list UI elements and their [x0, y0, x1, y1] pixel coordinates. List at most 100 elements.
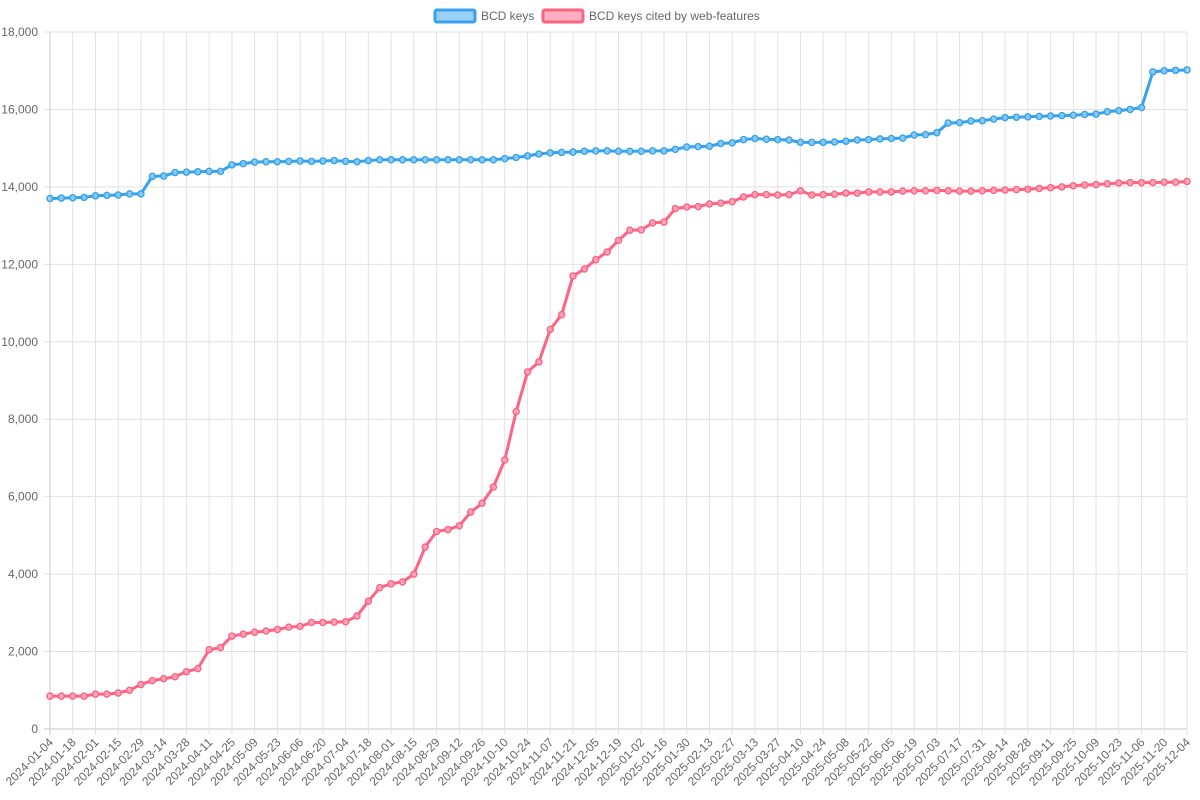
data-point[interactable] [194, 168, 202, 176]
data-point[interactable] [944, 187, 952, 195]
data-point[interactable] [762, 135, 771, 144]
data-point[interactable] [262, 627, 270, 635]
data-point[interactable] [1183, 66, 1191, 74]
data-point[interactable] [478, 156, 486, 164]
data-point[interactable] [671, 204, 680, 213]
data-point[interactable] [341, 157, 350, 166]
data-point[interactable] [1126, 178, 1134, 187]
data-point[interactable] [887, 134, 896, 143]
data-point[interactable] [523, 152, 532, 160]
data-point[interactable] [1035, 112, 1043, 121]
data-point[interactable] [307, 157, 316, 166]
data-point[interactable] [694, 142, 702, 151]
legend-item-bcd-keys[interactable]: BCD keys [433, 8, 534, 24]
data-point[interactable] [421, 543, 429, 551]
data-point[interactable] [1115, 179, 1123, 187]
data-point[interactable] [989, 186, 998, 195]
data-point[interactable] [273, 625, 282, 634]
data-point[interactable] [603, 147, 611, 155]
data-point[interactable] [91, 192, 100, 200]
data-point[interactable] [421, 156, 429, 164]
data-point[interactable] [694, 202, 702, 211]
data-point[interactable] [1001, 113, 1009, 122]
data-point[interactable] [569, 148, 577, 156]
data-point[interactable] [773, 191, 782, 199]
data-point[interactable] [796, 138, 805, 147]
data-point[interactable] [751, 190, 759, 199]
data-point[interactable] [364, 597, 373, 605]
data-point[interactable] [250, 628, 259, 636]
data-point[interactable] [341, 617, 350, 626]
data-point[interactable] [660, 218, 668, 226]
data-point[interactable] [1103, 180, 1112, 188]
data-point[interactable] [557, 148, 566, 157]
data-point[interactable] [216, 167, 225, 176]
data-point[interactable] [432, 527, 441, 536]
data-point[interactable] [728, 197, 736, 206]
data-point[interactable] [489, 483, 498, 491]
data-point[interactable] [557, 310, 566, 319]
data-point[interactable] [592, 255, 600, 264]
data-point[interactable] [876, 188, 884, 196]
data-point[interactable] [899, 187, 907, 195]
data-point[interactable] [125, 686, 134, 695]
data-point[interactable] [830, 190, 839, 198]
data-point[interactable] [46, 692, 54, 700]
data-point[interactable] [182, 667, 191, 676]
data-point[interactable] [739, 135, 748, 144]
data-point[interactable] [410, 570, 418, 578]
data-point[interactable] [773, 135, 782, 144]
data-point[interactable] [1137, 103, 1146, 112]
data-point[interactable] [194, 664, 202, 673]
data-point[interactable] [80, 692, 88, 700]
data-point[interactable] [648, 147, 657, 155]
data-point[interactable] [1001, 186, 1009, 194]
data-point[interactable] [80, 193, 88, 202]
data-point[interactable] [489, 156, 498, 164]
data-point[interactable] [705, 142, 714, 150]
data-point[interactable] [137, 680, 145, 689]
data-point[interactable] [353, 612, 361, 620]
data-point[interactable] [103, 191, 111, 200]
data-point[interactable] [57, 194, 66, 202]
data-point[interactable] [1012, 185, 1021, 194]
data-point[interactable] [717, 199, 725, 207]
data-point[interactable] [682, 143, 691, 151]
data-point[interactable] [944, 119, 952, 127]
data-point[interactable] [523, 368, 532, 376]
data-point[interactable] [637, 226, 645, 234]
data-point[interactable] [239, 630, 248, 638]
data-point[interactable] [876, 135, 884, 143]
data-point[interactable] [444, 156, 452, 164]
data-point[interactable] [967, 187, 975, 195]
data-point[interactable] [535, 358, 543, 366]
legend-item-bcd-keys-cited[interactable]: BCD keys cited by web-features [541, 8, 760, 24]
data-point[interactable] [1115, 106, 1123, 115]
data-point[interactable] [853, 189, 862, 197]
data-point[interactable] [1126, 105, 1134, 114]
data-point[interactable] [478, 499, 486, 507]
data-point[interactable] [114, 191, 122, 199]
data-point[interactable] [842, 137, 850, 145]
data-point[interactable] [250, 158, 259, 166]
data-point[interactable] [68, 692, 77, 700]
data-point[interactable] [751, 134, 759, 143]
data-point[interactable] [819, 190, 827, 199]
data-point[interactable] [853, 136, 862, 144]
data-point[interactable] [125, 190, 134, 198]
data-point[interactable] [819, 138, 827, 147]
data-point[interactable] [933, 186, 941, 195]
data-point[interactable] [1046, 112, 1055, 120]
data-point[interactable] [1058, 183, 1066, 191]
data-point[interactable] [319, 618, 327, 627]
data-point[interactable] [580, 265, 589, 273]
data-point[interactable] [239, 159, 248, 168]
data-point[interactable] [512, 407, 520, 416]
data-point[interactable] [830, 138, 839, 146]
data-point[interactable] [273, 157, 282, 166]
data-point[interactable] [1160, 178, 1169, 186]
data-point[interactable] [228, 161, 236, 169]
data-point[interactable] [1069, 111, 1078, 120]
data-point[interactable] [592, 147, 600, 155]
data-point[interactable] [68, 193, 77, 202]
